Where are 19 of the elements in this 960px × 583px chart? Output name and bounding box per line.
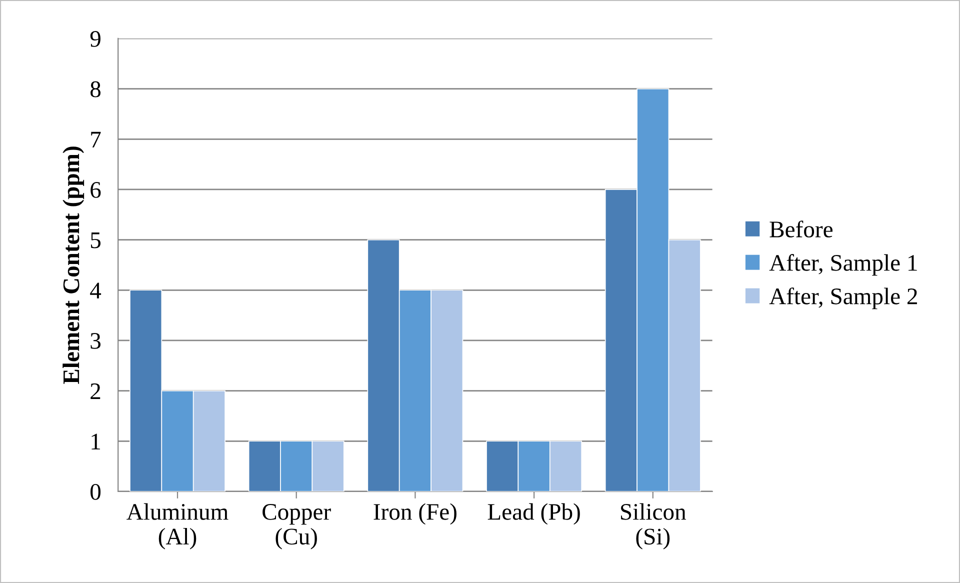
y-tick-label: 1 [92,434,100,450]
y-tick-label: 8 [90,81,101,98]
x-tick-label: Copper (Cu) [262,504,331,550]
legend-label: Before [770,220,832,238]
x-tick-label: Aluminum (Al) [126,503,228,550]
x-tick-label: Iron (Fe) [374,503,456,525]
y-tick-label: 7 [91,132,101,148]
y-axis-title: Element Content (ppm) [62,146,84,384]
legend-label: After, Sample 1 [769,254,917,276]
y-tick-label: 5 [90,232,100,248]
x-tick-label: Silicon (Si) [621,503,686,550]
y-tick-label: 9 [90,31,100,47]
y-tick-label: 0 [90,484,101,500]
x-tick-label: Lead (Pb) [488,503,580,525]
y-tick-label: 4 [90,282,102,298]
legend-label: After, Sample 2 [769,287,917,310]
y-tick-label: 6 [90,182,101,198]
y-tick-label: 2 [90,383,100,399]
y-tick-label: 3 [90,333,100,349]
